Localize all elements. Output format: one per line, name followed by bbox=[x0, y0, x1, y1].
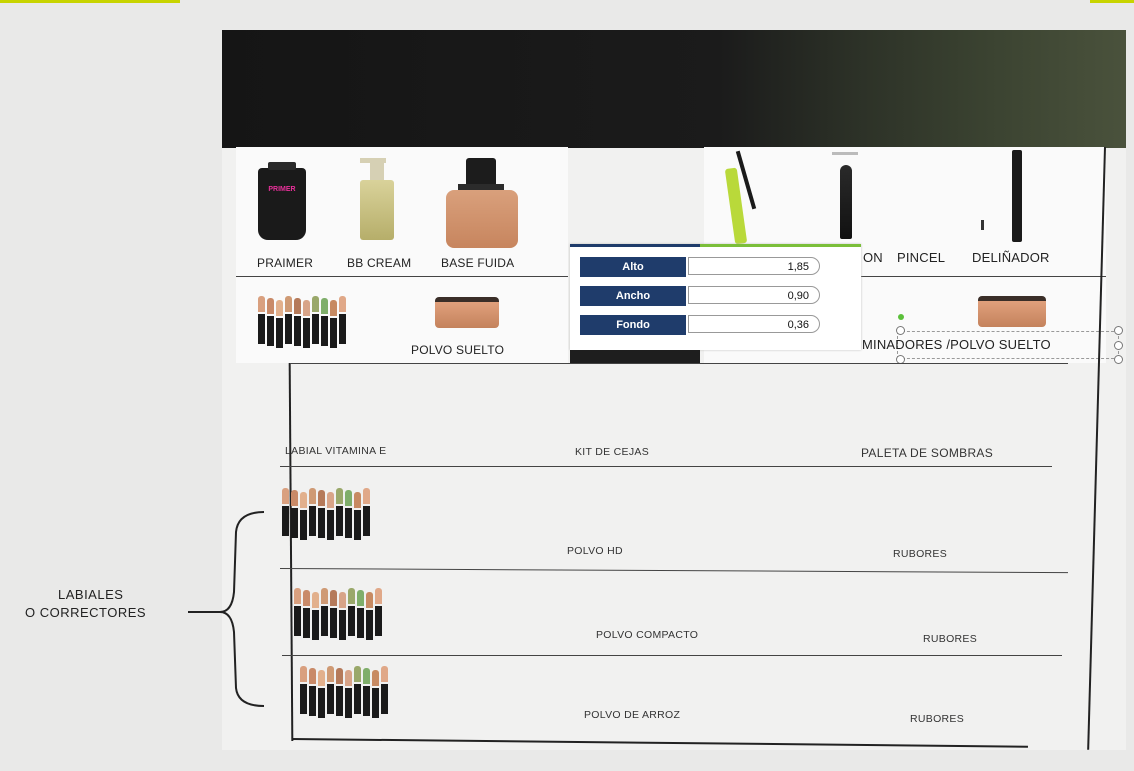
lipstick-image bbox=[318, 490, 325, 538]
label-rubores-1: RUBORES bbox=[893, 548, 948, 560]
lipstick-image bbox=[309, 668, 316, 716]
lipstick-image bbox=[348, 588, 355, 636]
primer-brand-text: PRIMER bbox=[268, 186, 296, 193]
foundation-image bbox=[446, 190, 518, 248]
header-photo bbox=[222, 30, 1126, 148]
lipstick-image bbox=[345, 670, 352, 718]
lipstick-image bbox=[267, 298, 274, 346]
lipstick-image bbox=[309, 488, 316, 536]
lipstick-image bbox=[357, 590, 364, 638]
lipstick-image bbox=[300, 666, 307, 714]
small-tip-icon bbox=[981, 220, 984, 230]
primer-tube-image: PRIMER bbox=[258, 162, 306, 240]
corner-accent-left bbox=[0, 0, 180, 3]
label-polvo-suelto-left: POLVO SUELTO bbox=[411, 343, 505, 357]
label-base-fuida: BASE FUIDA bbox=[441, 256, 515, 270]
lipstick-image bbox=[312, 296, 319, 344]
lipstick-image bbox=[303, 300, 310, 348]
lipstick-image bbox=[330, 590, 337, 638]
shelf-line-1 bbox=[290, 363, 1068, 364]
resize-handle-top-right[interactable] bbox=[1114, 326, 1123, 335]
resize-handle-top[interactable] bbox=[896, 326, 905, 335]
loose-powder-jar-right bbox=[978, 296, 1046, 327]
lipstick-image bbox=[294, 588, 301, 636]
rotate-handle[interactable] bbox=[898, 314, 904, 320]
lipstick-image bbox=[282, 488, 289, 536]
lipstick-image bbox=[276, 300, 283, 348]
resize-handle-right[interactable] bbox=[1114, 341, 1123, 350]
lipstick-image bbox=[327, 492, 334, 540]
label-polvo-de-arroz: POLVO DE ARROZ bbox=[584, 709, 681, 721]
lipstick-image bbox=[339, 296, 346, 344]
lipstick-image bbox=[372, 670, 379, 718]
fondo-value-field[interactable]: 0,36 bbox=[688, 315, 820, 333]
dimension-row-alto: Alto 1,85 bbox=[580, 257, 820, 277]
lipstick-image bbox=[330, 300, 337, 348]
label-pincel: PINCEL bbox=[897, 250, 946, 265]
label-bb-cream: BB CREAM bbox=[347, 256, 412, 270]
label-rubores-3: RUBORES bbox=[910, 713, 965, 725]
lipstick-image bbox=[354, 666, 361, 714]
label-polvo-compacto: POLVO COMPACTO bbox=[596, 629, 699, 641]
lipstick-image bbox=[285, 296, 292, 344]
bb-cream-pump bbox=[370, 163, 384, 181]
label-paleta-de-sombras: PALETA DE SOMBRAS bbox=[861, 446, 994, 460]
dimension-row-fondo: Fondo 0,36 bbox=[580, 315, 820, 335]
lipstick-image bbox=[336, 668, 343, 716]
lipstick-image bbox=[336, 488, 343, 536]
annotation-labiales: LABIALES bbox=[58, 587, 124, 602]
lipstick-image bbox=[321, 298, 328, 346]
pencil-eyeliner-image bbox=[840, 165, 852, 239]
alto-value-field[interactable]: 1,85 bbox=[688, 257, 820, 275]
lipstick-image bbox=[327, 666, 334, 714]
lipstick-image bbox=[339, 592, 346, 640]
label-rubores-2: RUBORES bbox=[923, 633, 978, 645]
dimension-row-ancho: Ancho 0,90 bbox=[580, 286, 820, 306]
label-partial-on: ON bbox=[863, 250, 883, 265]
shelf-line-2 bbox=[280, 466, 1052, 467]
resize-handle-bottom-right[interactable] bbox=[1114, 355, 1123, 364]
label-iluminadores-polvo-suelto[interactable]: MINADORES /POLVO SUELTO bbox=[862, 337, 1051, 352]
eyeliner-image bbox=[1012, 150, 1022, 242]
tiny-top-text bbox=[832, 152, 858, 155]
lipstick-image bbox=[363, 668, 370, 716]
lipstick-image bbox=[318, 670, 325, 718]
lipstick-image bbox=[375, 588, 382, 636]
dimensions-popup: Alto 1,85 Ancho 0,90 Fondo 0,36 bbox=[570, 244, 861, 350]
shelf-line-4 bbox=[282, 655, 1062, 656]
foundation-neck bbox=[458, 184, 504, 192]
annotation-o-correctores: O CORRECTORES bbox=[25, 605, 147, 620]
lipstick-image bbox=[363, 488, 370, 536]
bb-cream-nozzle bbox=[360, 158, 386, 163]
lipstick-image bbox=[354, 492, 361, 540]
panel-left-divider bbox=[236, 276, 568, 277]
label-kit-de-cejas: KIT DE CEJAS bbox=[575, 446, 650, 458]
label-praimer: PRAIMER bbox=[257, 256, 314, 270]
fondo-label: Fondo bbox=[580, 315, 686, 335]
lipstick-image bbox=[300, 492, 307, 540]
lipstick-image bbox=[381, 666, 388, 714]
foundation-cap bbox=[466, 158, 496, 186]
ancho-value-field[interactable]: 0,90 bbox=[688, 286, 820, 304]
label-labial-vitamina-e: LABIAL VITAMINA E bbox=[285, 445, 387, 457]
lipstick-image bbox=[312, 592, 319, 640]
lipstick-image bbox=[345, 490, 352, 538]
loose-powder-jar bbox=[435, 297, 499, 328]
label-polvo-hd: POLVO HD bbox=[567, 545, 623, 557]
popup-top-stripe-green bbox=[700, 244, 861, 247]
lipstick-image bbox=[321, 588, 328, 636]
corner-accent-right bbox=[1090, 0, 1134, 3]
curly-brace-icon bbox=[188, 511, 265, 707]
lipstick-image bbox=[258, 296, 265, 344]
lipstick-image bbox=[294, 298, 301, 346]
popup-dark-bottom bbox=[570, 350, 700, 363]
ancho-label: Ancho bbox=[580, 286, 686, 306]
alto-label: Alto bbox=[580, 257, 686, 277]
lipstick-image bbox=[303, 590, 310, 638]
bb-cream-image bbox=[360, 180, 394, 240]
panel-right-divider bbox=[704, 276, 1106, 277]
label-delineador: DELIÑADOR bbox=[972, 250, 1050, 265]
lipstick-image bbox=[366, 592, 373, 640]
lipstick-image bbox=[291, 490, 298, 538]
